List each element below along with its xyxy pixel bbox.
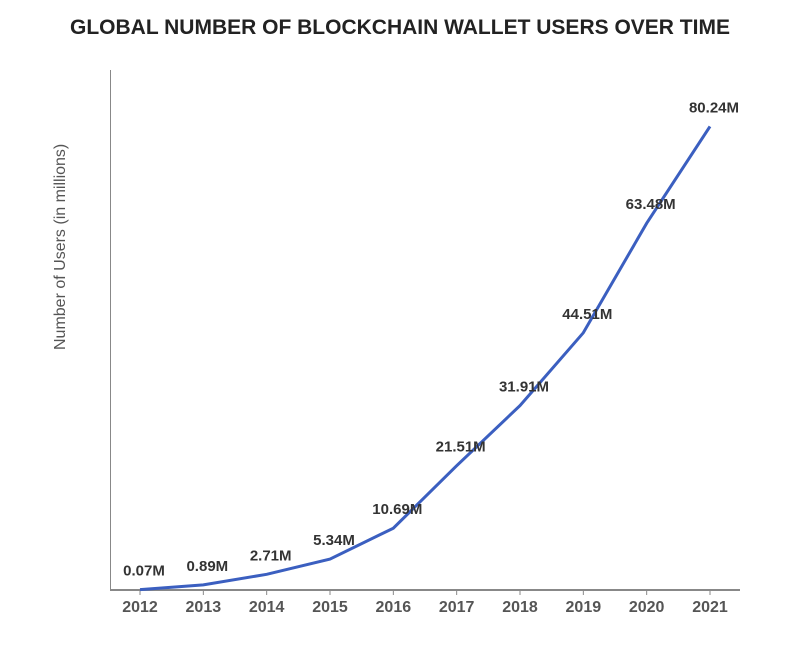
x-tick-label: 2012	[122, 599, 158, 616]
x-tick-label: 2021	[692, 599, 728, 616]
x-tick-label: 2020	[629, 599, 665, 616]
x-tick-label: 2016	[376, 599, 412, 616]
x-tick-label: 2015	[312, 599, 348, 616]
data-label: 0.89M	[186, 558, 228, 575]
data-label: 44.51M	[562, 306, 612, 323]
chart-title: GLOBAL NUMBER OF BLOCKCHAIN WALLET USERS…	[60, 16, 740, 40]
x-tick-label: 2017	[439, 599, 475, 616]
x-tick-label: 2014	[249, 599, 285, 616]
series-line	[140, 126, 710, 589]
data-label: 80.24M	[689, 99, 739, 116]
y-axis-label: Number of Users (in millions)	[52, 144, 70, 350]
data-label: 2.71M	[250, 547, 292, 564]
data-label: 21.51M	[436, 439, 486, 456]
plot-area: 010M20M30M40M50M60M70M80M90M 20122013201…	[110, 60, 750, 620]
data-label: 63.48M	[626, 196, 676, 213]
x-tick-label: 2019	[566, 599, 602, 616]
data-label: 10.69M	[372, 501, 422, 518]
chart-container: GLOBAL NUMBER OF BLOCKCHAIN WALLET USERS…	[0, 0, 800, 655]
data-label: 0.07M	[123, 563, 165, 580]
x-tick-label: 2013	[186, 599, 222, 616]
data-label: 31.91M	[499, 379, 549, 396]
data-label: 5.34M	[313, 532, 355, 549]
axes	[110, 70, 740, 590]
x-tick-label: 2018	[502, 599, 538, 616]
